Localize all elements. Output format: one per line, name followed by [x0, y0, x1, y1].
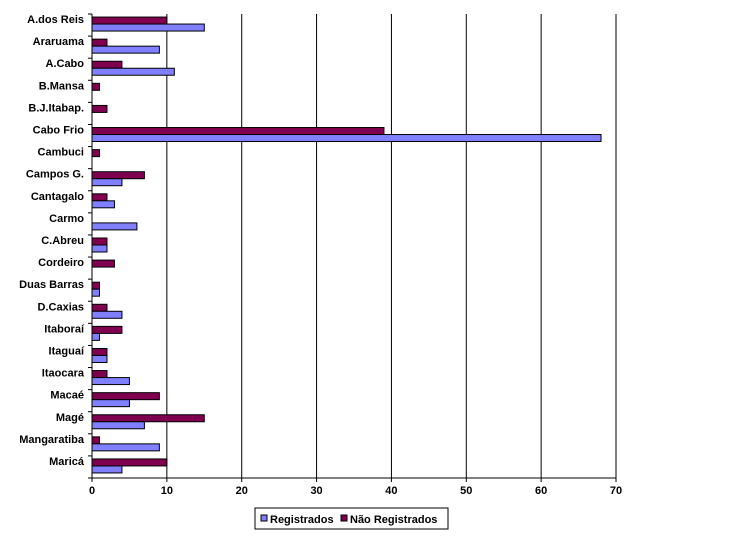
bar-registrados: [91, 178, 123, 187]
y-tick-label: A.dos Reis: [27, 14, 84, 26]
x-tick-label: 40: [385, 485, 397, 497]
y-tick-label: A.Cabo: [46, 58, 85, 70]
bar-nao-registrados: [91, 127, 385, 136]
bar-nao-registrados: [91, 16, 168, 25]
legend: [254, 507, 449, 530]
bar-nao-registrados: [91, 60, 123, 69]
y-tick-label: B.Mansa: [39, 80, 85, 92]
bar-nao-registrados: [91, 303, 108, 312]
y-tick-label: Cambuci: [38, 147, 84, 159]
bar-registrados: [91, 354, 108, 363]
x-tick-label: 10: [161, 485, 173, 497]
bar-nao-registrados: [91, 171, 145, 180]
bar-nao-registrados: [91, 436, 100, 445]
bar-registrados: [91, 399, 130, 408]
y-tick-label: Cabo Frio: [33, 125, 85, 137]
bar-nao-registrados: [91, 392, 160, 401]
y-tick-label: Carmo: [49, 213, 84, 225]
y-tick-label: Itaocara: [42, 368, 85, 380]
y-tick-label: Cordeiro: [38, 257, 84, 269]
y-tick-label: Itaboraí: [44, 323, 85, 335]
bar-nao-registrados: [91, 193, 108, 202]
y-tick-label: Duas Barras: [19, 279, 84, 291]
bar-registrados: [91, 45, 160, 54]
bar-nao-registrados: [91, 149, 100, 158]
bar-nao-registrados: [91, 82, 100, 91]
x-tick-label: 0: [89, 485, 95, 497]
bar-nao-registrados: [91, 347, 108, 356]
bar-registrados: [91, 67, 175, 76]
bar-registrados: [91, 310, 123, 319]
x-tick-label: 50: [460, 485, 472, 497]
bar-registrados: [91, 288, 100, 297]
bar-registrados: [91, 23, 205, 32]
y-tick-label: Magé: [56, 412, 84, 424]
legend-label-nao-registrados: Não Registrados: [350, 514, 437, 526]
bar-registrados: [91, 200, 115, 209]
y-tick-label: Araruama: [33, 36, 85, 48]
bar-nao-registrados: [91, 325, 123, 334]
bar-registrados: [91, 377, 130, 386]
bar-registrados: [91, 332, 100, 341]
x-tick-label: 20: [236, 485, 248, 497]
bar-registrados: [91, 443, 160, 452]
legend-swatch-registrados: [260, 514, 268, 522]
y-tick-label: Cantagalo: [31, 191, 84, 203]
bar-registrados: [91, 134, 602, 143]
y-tick-label: Campos G.: [26, 169, 84, 181]
bar-nao-registrados: [91, 259, 115, 268]
bar-nao-registrados: [91, 414, 205, 423]
bar-nao-registrados: [91, 370, 108, 379]
bar-nao-registrados: [91, 458, 168, 467]
bar-registrados: [91, 222, 138, 231]
bar-registrados: [91, 465, 123, 474]
bar-registrados: [91, 244, 108, 253]
y-tick-label: C.Abreu: [41, 235, 84, 247]
x-tick-label: 60: [535, 485, 547, 497]
x-tick-label: 30: [310, 485, 322, 497]
y-tick-label: Itaguaí: [49, 345, 85, 357]
legend-swatch-nao-registrados: [340, 514, 348, 522]
y-tick-label: Mangaratiba: [19, 434, 85, 446]
y-tick-label: Maricá: [49, 456, 85, 468]
bar-nao-registrados: [91, 38, 108, 47]
y-tick-label: B.J.Itabap.: [28, 102, 84, 114]
legend-label-registrados: Registrados: [270, 514, 334, 526]
bar-nao-registrados: [91, 104, 108, 113]
x-tick-label: 70: [610, 485, 622, 497]
bar-registrados: [91, 421, 145, 430]
bar-nao-registrados: [91, 281, 100, 290]
bar-nao-registrados: [91, 237, 108, 246]
y-tick-label: Macaé: [50, 390, 84, 402]
y-tick-label: D.Caxias: [38, 301, 84, 313]
